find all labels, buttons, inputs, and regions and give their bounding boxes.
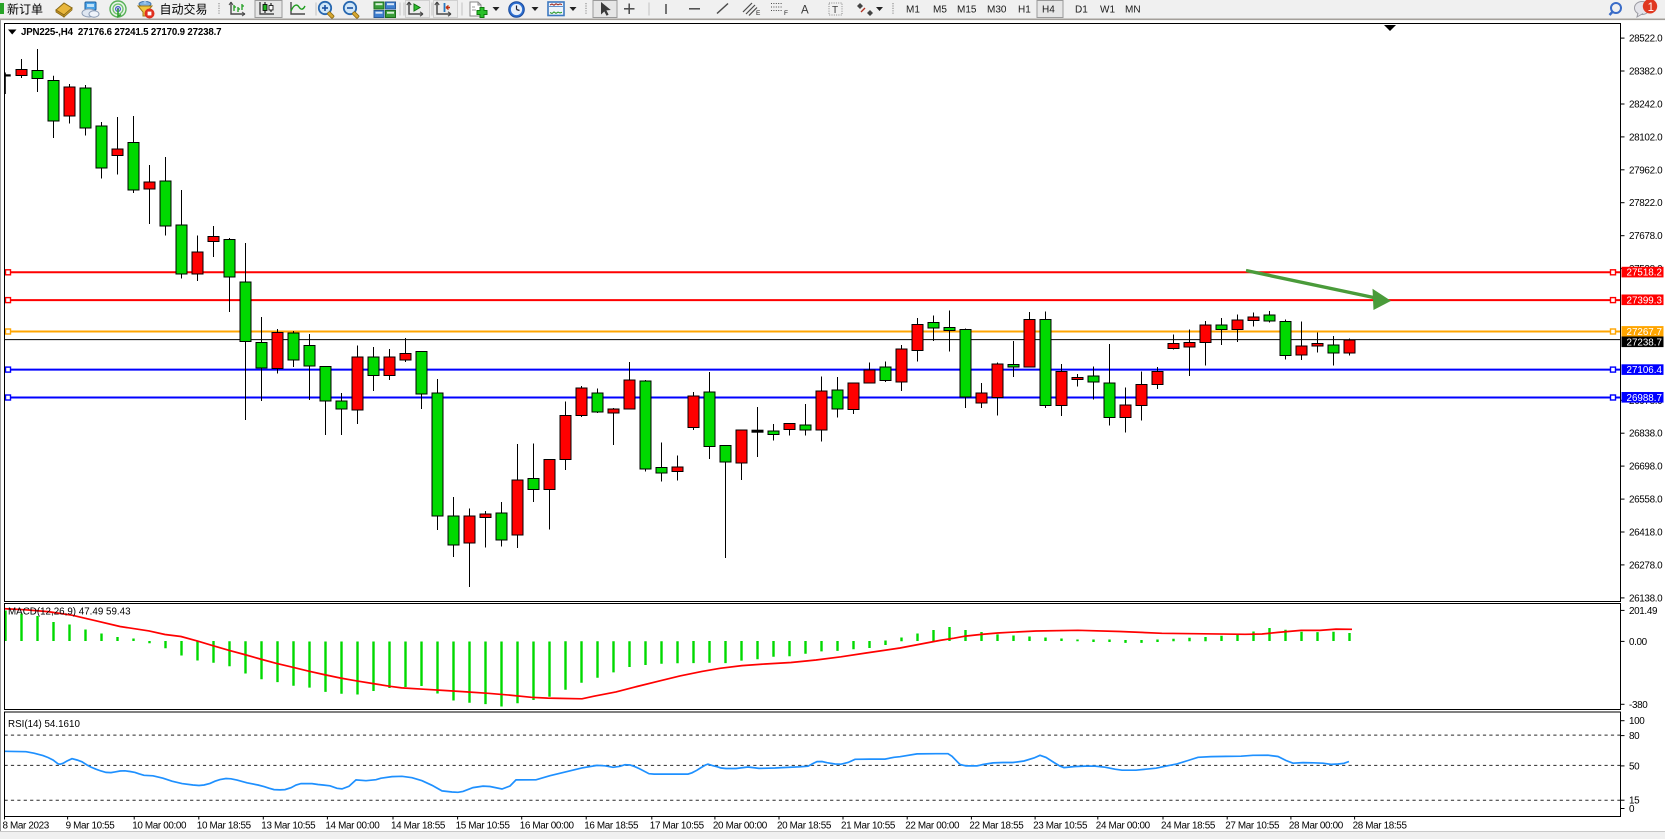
svg-text:新订单: 新订单	[7, 2, 43, 17]
svg-text:20 Mar 00:00: 20 Mar 00:00	[713, 821, 768, 832]
svg-text:15: 15	[1629, 796, 1640, 807]
svg-text:-380: -380	[1629, 700, 1648, 711]
svg-text:21 Mar 10:55: 21 Mar 10:55	[841, 821, 896, 832]
svg-text:13 Mar 10:55: 13 Mar 10:55	[261, 821, 316, 832]
svg-text:M30: M30	[987, 5, 1007, 16]
svg-text:100: 100	[1629, 716, 1645, 727]
svg-text:26988.7: 26988.7	[1627, 393, 1662, 404]
svg-text:27822.0: 27822.0	[1629, 198, 1663, 209]
svg-text:10 Mar 18:55: 10 Mar 18:55	[197, 821, 252, 832]
svg-text:27 Mar 10:55: 27 Mar 10:55	[1225, 821, 1280, 832]
svg-text:0: 0	[1629, 804, 1635, 815]
svg-text:23 Mar 10:55: 23 Mar 10:55	[1033, 821, 1088, 832]
svg-text:27399.3: 27399.3	[1627, 295, 1663, 306]
svg-text:M15: M15	[957, 5, 977, 16]
svg-text:20 Mar 18:55: 20 Mar 18:55	[777, 821, 832, 832]
svg-text:27238.7: 27238.7	[1627, 337, 1662, 348]
svg-text:27267.7: 27267.7	[1627, 327, 1662, 338]
svg-text:28522.0: 28522.0	[1629, 34, 1663, 45]
svg-text:M5: M5	[933, 5, 947, 16]
svg-text:80: 80	[1629, 731, 1640, 742]
svg-text:14 Mar 18:55: 14 Mar 18:55	[391, 821, 446, 832]
svg-text:26838.0: 26838.0	[1629, 429, 1663, 440]
svg-text:28102.0: 28102.0	[1629, 132, 1663, 143]
svg-text:9 Mar 10:55: 9 Mar 10:55	[66, 821, 116, 832]
svg-text:RSI(14) 54.1610: RSI(14) 54.1610	[8, 719, 80, 730]
svg-text:26558.0: 26558.0	[1629, 495, 1663, 506]
svg-text:26138.0: 26138.0	[1629, 593, 1663, 604]
svg-text:16 Mar 18:55: 16 Mar 18:55	[584, 821, 639, 832]
svg-text:22 Mar 18:55: 22 Mar 18:55	[969, 821, 1024, 832]
svg-text:自动交易: 自动交易	[160, 2, 208, 17]
svg-text:H1: H1	[1018, 5, 1031, 16]
svg-text:15 Mar 10:55: 15 Mar 10:55	[456, 821, 511, 832]
svg-text:24 Mar 18:55: 24 Mar 18:55	[1161, 821, 1216, 832]
svg-text:26418.0: 26418.0	[1629, 528, 1663, 539]
svg-text:26278.0: 26278.0	[1629, 560, 1663, 571]
svg-text:16 Mar 00:00: 16 Mar 00:00	[520, 821, 575, 832]
svg-text:28 Mar 00:00: 28 Mar 00:00	[1289, 821, 1344, 832]
svg-text:JPN225-,H4 27176.6 27241.5 27: JPN225-,H4 27176.6 27241.5 27170.9 27238…	[21, 27, 221, 38]
svg-text:28382.0: 28382.0	[1629, 67, 1663, 78]
svg-text:17 Mar 10:55: 17 Mar 10:55	[650, 821, 705, 832]
svg-text:14 Mar 00:00: 14 Mar 00:00	[325, 821, 380, 832]
svg-text:D1: D1	[1075, 5, 1088, 16]
svg-text:W1: W1	[1100, 5, 1115, 16]
svg-text:0.00: 0.00	[1629, 637, 1648, 648]
svg-text:28 Mar 18:55: 28 Mar 18:55	[1353, 821, 1408, 832]
svg-text:8 Mar 2023: 8 Mar 2023	[3, 821, 50, 832]
svg-text:22 Mar 00:00: 22 Mar 00:00	[905, 821, 960, 832]
svg-text:27678.0: 27678.0	[1629, 231, 1663, 242]
svg-text:F: F	[784, 10, 788, 17]
svg-text:50: 50	[1629, 761, 1640, 772]
svg-text:A: A	[801, 5, 809, 17]
svg-text:E: E	[756, 10, 761, 17]
svg-text:201.49: 201.49	[1629, 606, 1658, 617]
svg-text:T: T	[832, 5, 838, 16]
svg-text:MN: MN	[1125, 5, 1141, 16]
svg-text:MACD(12,26,9) 47.49 59.43: MACD(12,26,9) 47.49 59.43	[8, 607, 131, 618]
svg-text:10 Mar 00:00: 10 Mar 00:00	[132, 821, 187, 832]
svg-text:28242.0: 28242.0	[1629, 100, 1663, 111]
svg-text:27962.0: 27962.0	[1629, 165, 1663, 176]
svg-text:M1: M1	[906, 5, 920, 16]
svg-text:27106.4: 27106.4	[1627, 365, 1663, 376]
svg-text:27518.2: 27518.2	[1627, 268, 1662, 279]
svg-text:26698.0: 26698.0	[1629, 462, 1663, 473]
svg-text:24 Mar 00:00: 24 Mar 00:00	[1096, 821, 1151, 832]
svg-text:1: 1	[1648, 2, 1654, 14]
svg-text:H4: H4	[1042, 5, 1055, 16]
